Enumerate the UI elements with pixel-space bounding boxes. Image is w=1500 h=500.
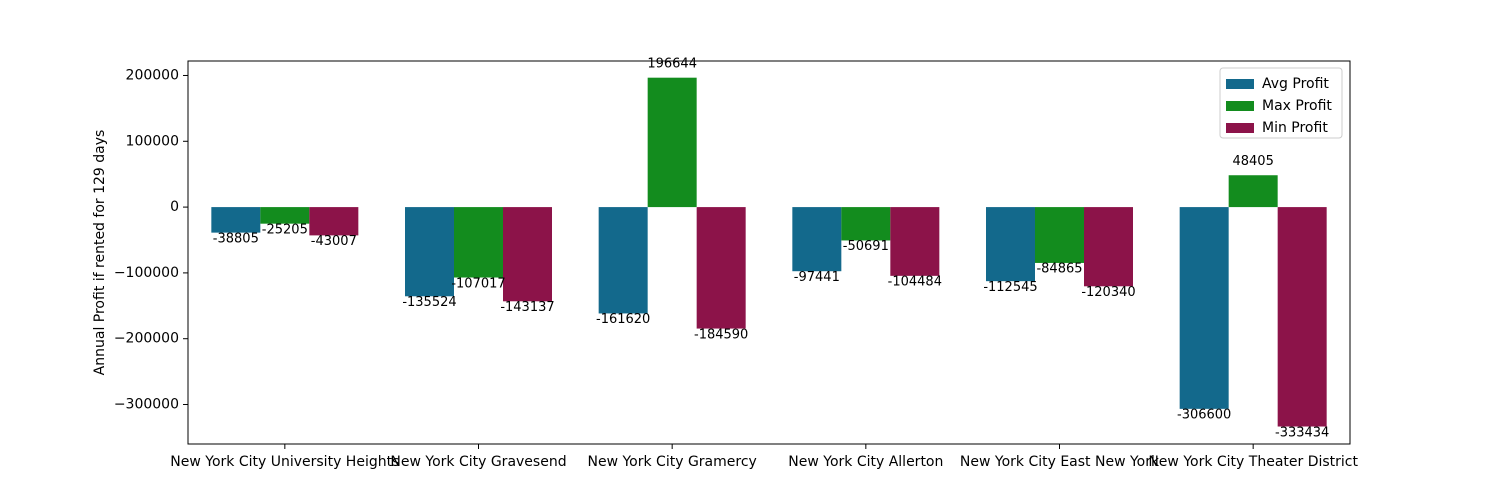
data-label: -104484 [888,275,942,290]
y-tick-label: 200000 [126,67,179,83]
legend-swatch [1226,123,1254,133]
plot-frame [187,60,1351,445]
bar[interactable] [841,207,891,241]
data-label: -38805 [213,231,259,246]
legend-entry: Avg Profit [1262,76,1329,92]
data-labels-group: -38805-25205-43007 -135524 -107017 -143137 -… [213,57,1330,441]
data-label: -107017 [451,276,505,291]
bar[interactable] [890,207,940,276]
bar[interactable] [405,207,454,297]
bar[interactable] [696,207,746,329]
bar[interactable] [503,207,552,302]
data-label: -135524 [402,295,456,310]
data-label: 48405 [1232,154,1273,169]
data-label: -143137 [500,300,554,315]
data-label: -161620 [596,312,650,327]
bar[interactable] [1084,207,1133,287]
bar[interactable] [598,207,648,314]
bar[interactable] [211,207,261,233]
bar[interactable] [792,207,842,272]
bar[interactable] [647,77,697,208]
y-tick-label: 0 [170,199,179,215]
bar[interactable] [1035,207,1084,263]
y-axis-label: Annual Profit if rented for 129 days [92,130,108,376]
bar[interactable] [986,207,1035,282]
bars-group [211,77,1327,427]
data-label: -112545 [983,280,1037,295]
bar[interactable] [1228,175,1278,208]
y-axis: 200000 100000 0 −100000 −200000 −300000 [114,67,188,413]
y-tick-label: −100000 [114,265,179,281]
x-tick-label: New York City Allerton [788,454,943,470]
data-label: 196644 [647,57,697,72]
x-tick-label: New York City Gramercy [588,454,757,470]
legend-swatch [1226,101,1254,111]
legend-entry: Max Profit [1262,98,1332,114]
x-tick-label: New York City Gravesend [390,454,566,470]
bar[interactable] [309,207,359,236]
bar[interactable] [1179,207,1229,409]
data-label: -184590 [694,327,748,342]
x-tick-label: New York City University Heights [170,454,399,470]
data-label: -50691 [843,239,889,254]
data-label: -97441 [794,270,840,285]
bar[interactable] [260,207,310,224]
x-tick-label: New York City Theater District [1148,454,1358,470]
legend: Avg Profit Max Profit Min Profit [1219,67,1343,139]
legend-entry: Min Profit [1262,120,1328,136]
data-label: -306600 [1177,408,1231,423]
x-tick-label: New York City East New York [960,454,1160,470]
y-tick-label: −200000 [114,331,179,347]
data-label: -84865 [1036,262,1082,277]
y-tick-label: −300000 [114,397,179,413]
bar[interactable] [1277,207,1327,427]
data-label: -120340 [1081,285,1135,300]
data-label: -25205 [262,222,308,237]
legend-swatch [1226,79,1254,89]
data-label: -333434 [1275,425,1329,440]
bar[interactable] [454,207,503,278]
data-label: -43007 [311,234,357,249]
y-tick-label: 100000 [126,133,179,149]
